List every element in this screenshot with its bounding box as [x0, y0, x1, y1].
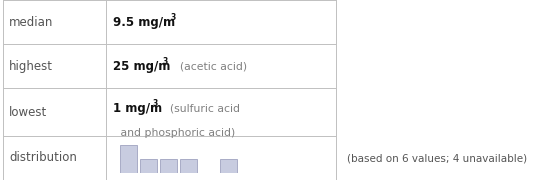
Bar — [120, 145, 136, 173]
Bar — [161, 159, 177, 173]
Text: 3: 3 — [170, 12, 176, 21]
Text: and phosphoric acid): and phosphoric acid) — [117, 128, 236, 138]
Text: 9.5 mg/m: 9.5 mg/m — [113, 15, 175, 29]
Bar — [221, 159, 237, 173]
Text: highest: highest — [9, 60, 54, 73]
Bar — [180, 159, 197, 173]
Text: 3: 3 — [162, 57, 168, 66]
Text: 25 mg/m: 25 mg/m — [113, 60, 170, 73]
Text: 3: 3 — [152, 99, 158, 108]
Text: (acetic acid): (acetic acid) — [173, 61, 247, 71]
Bar — [140, 159, 157, 173]
Text: (sulfuric acid: (sulfuric acid — [163, 104, 240, 114]
Text: (based on 6 values; 4 unavailable): (based on 6 values; 4 unavailable) — [347, 153, 527, 163]
Text: distribution: distribution — [9, 151, 77, 165]
Text: 1 mg/m: 1 mg/m — [113, 102, 162, 115]
Text: lowest: lowest — [9, 105, 48, 119]
Text: median: median — [9, 15, 54, 29]
